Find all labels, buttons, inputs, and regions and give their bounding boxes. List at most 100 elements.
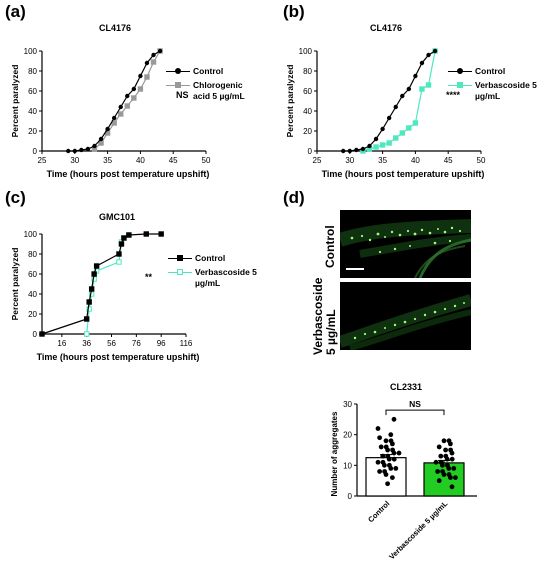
data-point-control [158,231,164,237]
data-point-control [432,48,438,54]
data-point [390,447,395,453]
significance-c: ** [145,272,153,282]
bar [423,462,465,497]
data-point-chlorogenic [131,95,137,101]
data-point-control [83,316,90,322]
data-point-control [426,52,431,58]
data-point-control [79,147,84,153]
data-point [449,456,455,462]
panel-label-d: (d) [283,188,305,207]
data-point [377,435,382,441]
data-point [396,450,402,456]
data-point [375,459,381,465]
x-axis-label: Time (hours post temperature upshift) [322,169,485,179]
data-point [388,438,394,444]
data-point-control [125,93,130,99]
chart-title-c: GMC101 [98,212,135,222]
x-tick-label: 25 [313,156,322,165]
data-point-control [157,48,163,54]
x-tick-label: 45 [444,156,453,165]
data-point-control [98,136,104,142]
y-axis-label: Number of aggregates [330,411,339,496]
worm-image-verbascoside [338,294,473,351]
significance-bracket [385,409,445,416]
data-point-chlorogenic [137,86,144,92]
y-tick-label: 10 [343,461,352,470]
y-tick-label: 0 [33,147,38,156]
data-point-chlorogenic [118,111,124,117]
x-tick-label: Control [366,499,391,524]
data-point-control [91,271,97,277]
data-point [436,444,442,450]
x-tick-label: 45 [169,156,178,165]
data-point-control [143,231,149,237]
data-point-control [92,143,97,149]
data-point [383,444,389,450]
data-point-control [341,148,346,154]
data-point [438,459,444,465]
y-tick-label: 0 [348,492,353,501]
series-line-verbascoside [86,234,130,335]
data-point [438,453,444,459]
data-point-verbascoside [399,130,405,136]
scale-bar [346,268,364,270]
data-point [380,459,386,465]
y-tick-label: 0 [308,147,313,156]
legend-item-verbascoside: Verbascoside 5 µg/mL [168,267,263,289]
data-point-control [118,241,125,247]
y-tick-label: 100 [24,230,38,239]
data-point-verbascoside [86,306,92,312]
y-tick-label: 40 [28,290,37,299]
data-point-control [354,147,359,153]
data-point [385,481,390,487]
chart-c: 0 20 40 60 80 100 16 36 56 76 96 116 Time (hours pos… [10,230,199,362]
y-tick-label: 40 [303,107,312,116]
chart-title-b: CL4176 [369,23,403,33]
data-point [375,426,381,431]
y-tick-label: 30 [343,400,352,409]
y-tick-label: 80 [303,67,312,76]
legend-item-verbascoside: Verbascoside 5 µg/mL [448,80,543,102]
chart-b: 0 20 40 60 80 100 25 30 35 40 45 50 Time (hours post… [285,47,486,179]
data-point-control [118,104,123,110]
y-tick-label: 20 [28,310,37,319]
data-point-control [347,148,352,154]
data-point [390,475,395,480]
series-line-control [343,50,436,152]
data-point-control [39,331,45,337]
chart-title-a: CL4176 [98,23,132,33]
y-tick-label: 60 [303,87,312,96]
legend-item-chlorogenic: Chlorogenic acid 5 µg/mL [166,80,261,102]
data-point-control [88,286,95,292]
worm-image-control [337,219,472,279]
panel-label-b: (b) [283,2,305,21]
y-tick-label: 60 [28,87,37,96]
data-point-control [116,251,122,257]
legend-a: Control Chlorogenic acid 5 µg/mL [166,66,261,105]
x-tick-label: 40 [136,156,145,165]
data-point [391,456,397,462]
data-point-control [406,86,412,92]
data-point-verbascoside [425,82,432,88]
significance-b: **** [446,90,461,100]
data-point-chlorogenic [150,59,157,65]
data-point-verbascoside [419,86,425,92]
data-point [391,416,397,422]
data-point [383,438,389,444]
microscopy-images [337,210,473,351]
data-point [382,469,387,474]
data-point-control [419,60,425,66]
data-point-control [126,232,132,238]
legend-c: Control Verbascoside 5 µg/mL [168,253,263,292]
data-point-control [111,115,117,121]
significance-d: NS [409,399,421,409]
y-tick-label: 60 [28,270,37,279]
chart-title-d: CL2331 [389,382,423,392]
data-point [388,432,394,438]
y-tick-label: 100 [24,47,38,56]
x-tick-label: 16 [57,339,66,348]
legend-item-control: Control [448,66,543,77]
data-point [443,447,448,453]
x-tick-label: Verbascoside 5 µg/mL [387,499,449,561]
data-point-control [85,146,91,152]
